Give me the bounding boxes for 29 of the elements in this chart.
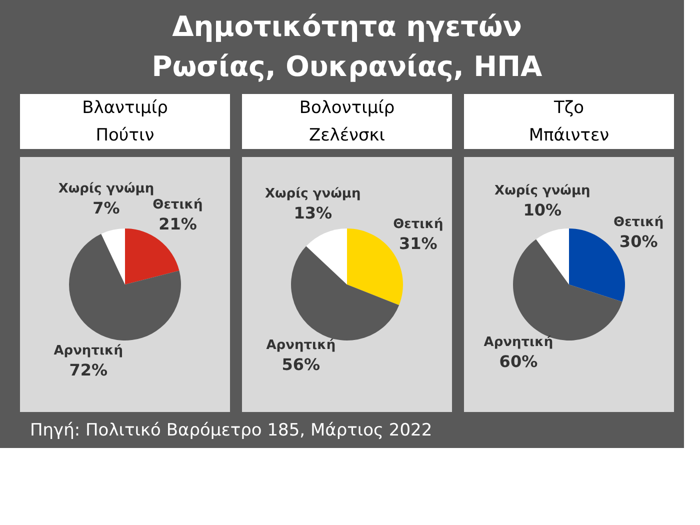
slice-label: Θετική <box>393 217 444 232</box>
data-label: 31% <box>398 234 438 254</box>
slice-label: Χωρίς γνώμη <box>494 184 590 199</box>
chart-title: Τζο Μπάιντεν <box>528 98 610 146</box>
data-label: 21% <box>158 214 197 234</box>
pie-slice <box>306 228 347 284</box>
data-label: 13% <box>294 204 332 223</box>
text: Δημοτικότητα ηγετών Ρωσίας, Ουκρανίας, ΗΠΑ <box>152 10 543 83</box>
data-label: 7% <box>92 198 120 218</box>
pie-slice <box>536 228 569 284</box>
pie-slice <box>291 246 400 340</box>
chart-title: Βλαντιμίρ Πούτιν <box>82 98 168 146</box>
slice-label: Χωρίς γνώμη <box>58 182 154 197</box>
pie-slice <box>125 228 180 284</box>
text: Πηγή: Πολιτικό Βαρόμετρο 185, Μάρτιος 2022 <box>30 420 432 440</box>
data-label: 30% <box>619 232 658 251</box>
data-label: 72% <box>69 360 108 380</box>
pie-slice <box>69 234 181 340</box>
slice-label: Θετική <box>614 214 664 230</box>
slice-label: Αρνητική <box>484 335 554 350</box>
slice-label: Αρνητική <box>266 338 336 354</box>
slice-label: Χωρίς γνώμη <box>264 186 361 202</box>
data-label: 56% <box>282 355 320 374</box>
data-label: 10% <box>523 200 562 220</box>
slice-label: Θετική <box>152 198 203 213</box>
data-label: 60% <box>499 352 538 372</box>
pie-slice <box>101 228 125 284</box>
slice-label: Αρνητική <box>54 343 124 358</box>
chart-title: Βολοντιμίρ Ζελένσκι <box>299 98 395 146</box>
